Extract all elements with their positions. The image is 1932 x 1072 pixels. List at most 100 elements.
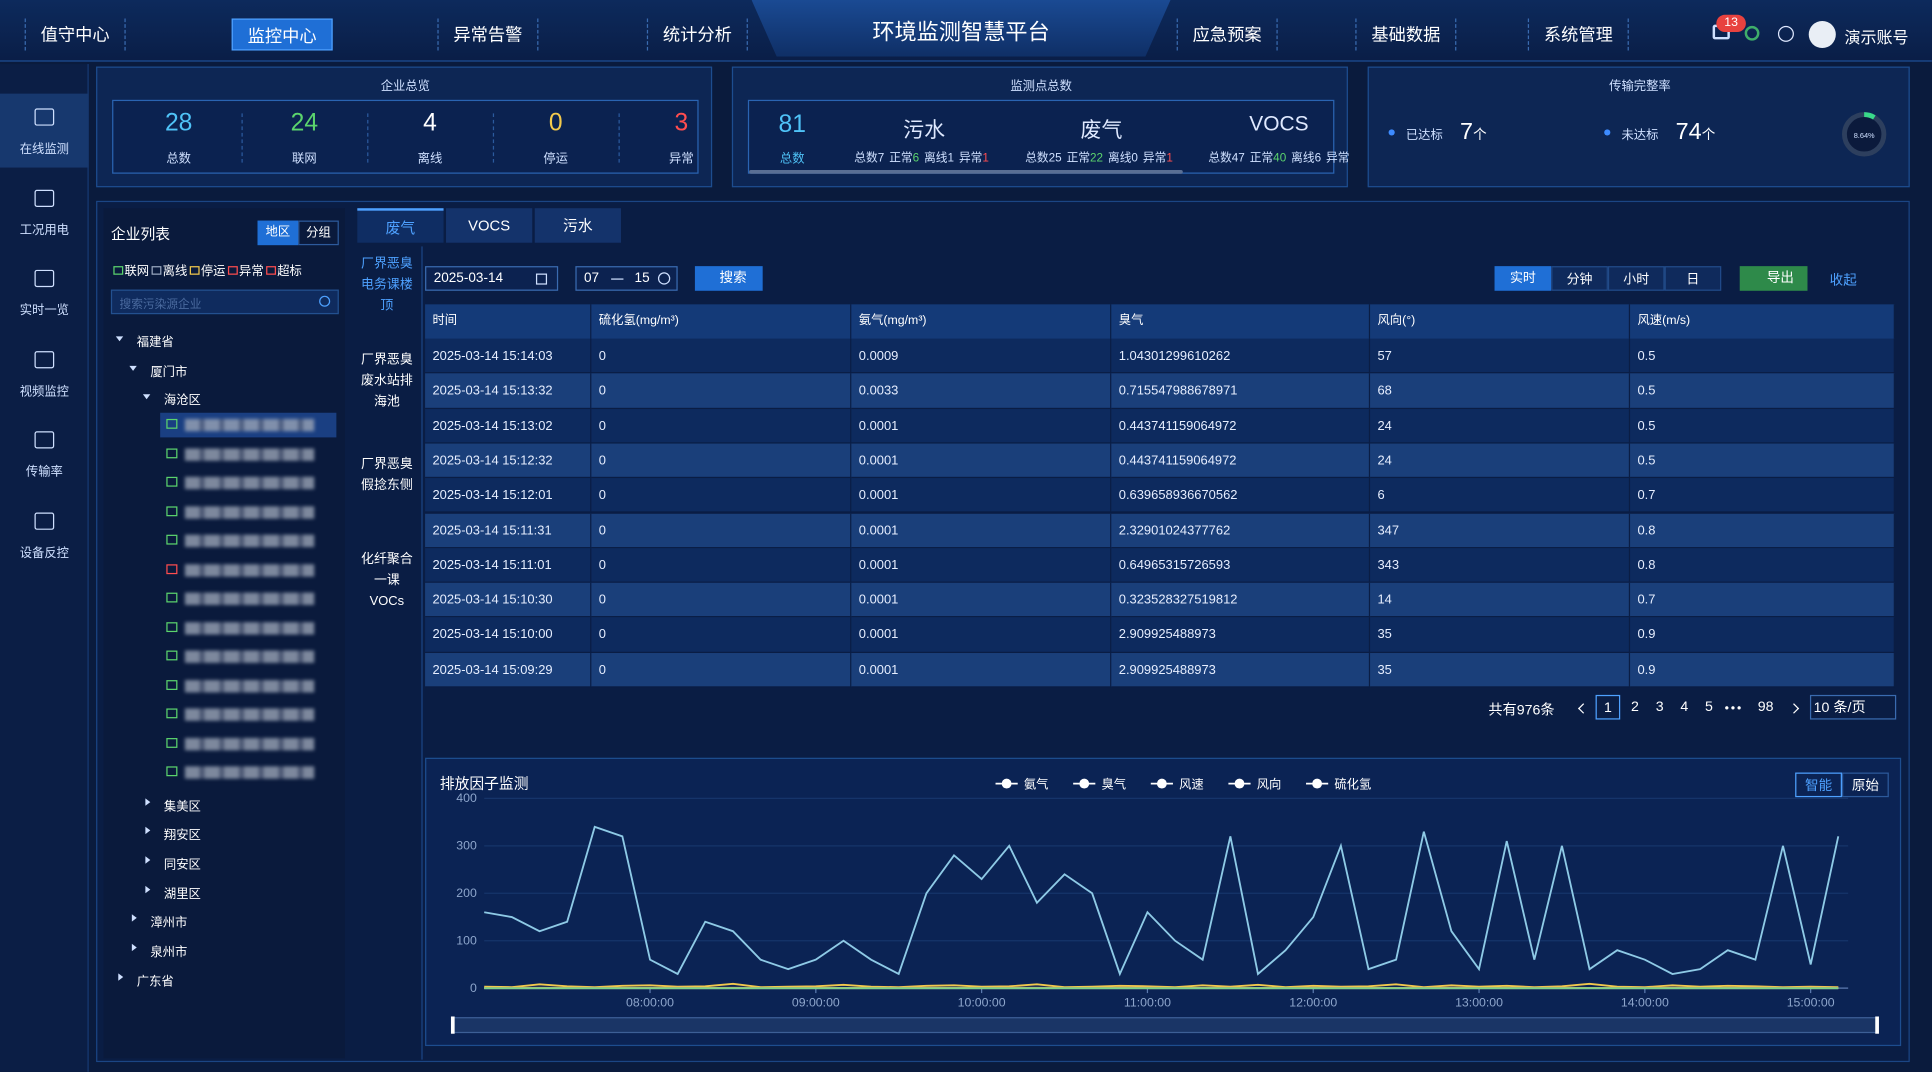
enterprise-row[interactable]: [160, 471, 336, 496]
export-button[interactable]: 导出: [1739, 266, 1808, 291]
sidebar-item[interactable]: 在线监测: [0, 93, 89, 168]
site-item[interactable]: 化纤聚合一课VOCs: [361, 551, 413, 609]
status-icon: [166, 419, 178, 429]
nav-item[interactable]: 监控中心: [231, 18, 333, 51]
tree-label[interactable]: 福建省: [136, 336, 174, 350]
nav-item[interactable]: 应急预案: [1176, 18, 1278, 51]
stat-value: 1: [1166, 151, 1173, 166]
zoom-track: [451, 1017, 1879, 1034]
nav-item[interactable]: 值守中心: [24, 18, 126, 51]
table-cell: 2025-03-14 15:10:30: [425, 582, 592, 618]
status-icon: [166, 766, 178, 777]
column-header: 臭气: [1111, 304, 1371, 339]
status-icon: [166, 447, 178, 458]
mode-button[interactable]: 分钟: [1551, 266, 1608, 291]
tree-caret: [118, 973, 127, 981]
tree-label[interactable]: 集美区: [163, 800, 201, 814]
card-inner: 28 总数 24 联网 4 离线 0 停运 3 异常: [112, 99, 699, 174]
page-number[interactable]: 2: [1631, 699, 1639, 715]
mode-button[interactable]: 日: [1664, 266, 1722, 291]
kpi-label: 异常: [669, 152, 694, 167]
page-size[interactable]: 10 条/页: [1809, 694, 1897, 720]
tree-label[interactable]: 湖里区: [163, 887, 201, 902]
group-name: 废气: [1080, 118, 1123, 142]
user-name[interactable]: 演示账号: [1844, 28, 1909, 47]
tree-label[interactable]: 厦门市: [150, 365, 188, 380]
nav-item[interactable]: 基础数据: [1355, 18, 1457, 51]
site-item[interactable]: 厂界恶臭废水站排海池: [361, 352, 413, 410]
toggle[interactable]: 分组: [298, 220, 339, 246]
table-cell: 2.32901024377762: [1111, 513, 1371, 549]
mode-button[interactable]: 小时: [1607, 266, 1665, 291]
table-cell: 0.0001: [851, 548, 1112, 583]
nav-item[interactable]: 统计分析: [646, 18, 748, 51]
tree-label[interactable]: 广东省: [136, 975, 174, 990]
mode-button[interactable]: 实时: [1494, 266, 1552, 291]
site-item[interactable]: 厂界恶臭假捻东侧: [361, 457, 413, 493]
kpi-label: 总数: [166, 152, 191, 167]
sidebar-item[interactable]: 传输率: [0, 416, 89, 490]
table-cell: 1.04301299610262: [1111, 338, 1371, 374]
table-cell: 0: [591, 548, 852, 583]
page-number[interactable]: 5: [1704, 699, 1713, 715]
table-cell: 0.0001: [851, 408, 1112, 444]
avatar[interactable]: [1808, 20, 1836, 49]
sidebar-label: 在线监测: [19, 142, 69, 157]
arrow: [611, 278, 624, 280]
chart-mode[interactable]: 智能: [1795, 772, 1842, 798]
sidebar-item[interactable]: 实时一览: [0, 255, 89, 329]
legend-label: 硫化氢: [1334, 777, 1371, 792]
tab[interactable]: 污水: [534, 208, 621, 243]
enterprise-row[interactable]: [160, 702, 336, 727]
enterprise-row[interactable]: [160, 529, 336, 554]
tree-label[interactable]: 泉州市: [150, 946, 188, 960]
enterprise-row[interactable]: [160, 442, 336, 467]
enterprise-row[interactable]: [160, 500, 336, 525]
page-number[interactable]: 98: [1757, 699, 1774, 715]
series-line: [484, 825, 1840, 977]
status-icon: [166, 679, 178, 690]
enterprise-row[interactable]: [160, 587, 336, 612]
sidebar-label: 传输率: [25, 465, 63, 480]
chart-mode[interactable]: 原始: [1841, 772, 1889, 798]
enterprise-row[interactable]: [160, 760, 336, 785]
tree-label[interactable]: 漳州市: [150, 917, 188, 931]
site-item[interactable]: 厂界恶臭电务课楼顶: [361, 256, 413, 313]
site-divider: [421, 246, 423, 1060]
enterprise-row[interactable]: [160, 673, 336, 698]
legend-dot: [1312, 778, 1323, 789]
chart-title: 排放因子监测: [440, 776, 529, 793]
page-number[interactable]: 3: [1655, 699, 1664, 715]
nav-item[interactable]: 系统管理: [1527, 18, 1629, 51]
toggle[interactable]: 地区: [257, 220, 299, 246]
table-cell: 0: [591, 338, 852, 374]
sidebar-icon: [34, 269, 55, 288]
enterprise-row[interactable]: [160, 616, 336, 641]
page-number[interactable]: 4: [1680, 699, 1689, 715]
enterprise-row[interactable]: [160, 558, 336, 583]
tab[interactable]: VOCS: [446, 208, 533, 243]
search-button[interactable]: 搜索: [694, 266, 763, 291]
table-cell: 24: [1370, 408, 1631, 444]
y-tick-label: 100: [456, 933, 477, 947]
tree-label[interactable]: 同安区: [163, 858, 201, 873]
tree-label[interactable]: 翔安区: [163, 829, 201, 844]
search-input[interactable]: 搜索污染源企业: [110, 289, 339, 315]
sidebar-item[interactable]: 工况用电: [0, 174, 89, 248]
page-number[interactable]: 1: [1595, 694, 1621, 720]
nav-item[interactable]: 异常告警: [437, 18, 539, 51]
sidebar-item[interactable]: 视频监控: [0, 336, 89, 410]
tree-label[interactable]: 海沧区: [163, 394, 201, 409]
tab[interactable]: 废气: [357, 208, 444, 243]
enterprise-row[interactable]: [160, 412, 337, 438]
collapse-link[interactable]: 收起: [1829, 273, 1857, 289]
enterprise-row[interactable]: [160, 645, 336, 670]
table-cell: 35: [1370, 652, 1631, 688]
hour-range[interactable]: 07 15: [575, 266, 678, 291]
sidebar-item[interactable]: 设备反控: [0, 497, 89, 571]
enterprise-row[interactable]: [160, 731, 336, 756]
date-input[interactable]: 2025-03-14: [425, 266, 559, 291]
table-cell: 2025-03-14 15:13:32: [425, 373, 592, 409]
help-icon[interactable]: [1777, 25, 1794, 42]
